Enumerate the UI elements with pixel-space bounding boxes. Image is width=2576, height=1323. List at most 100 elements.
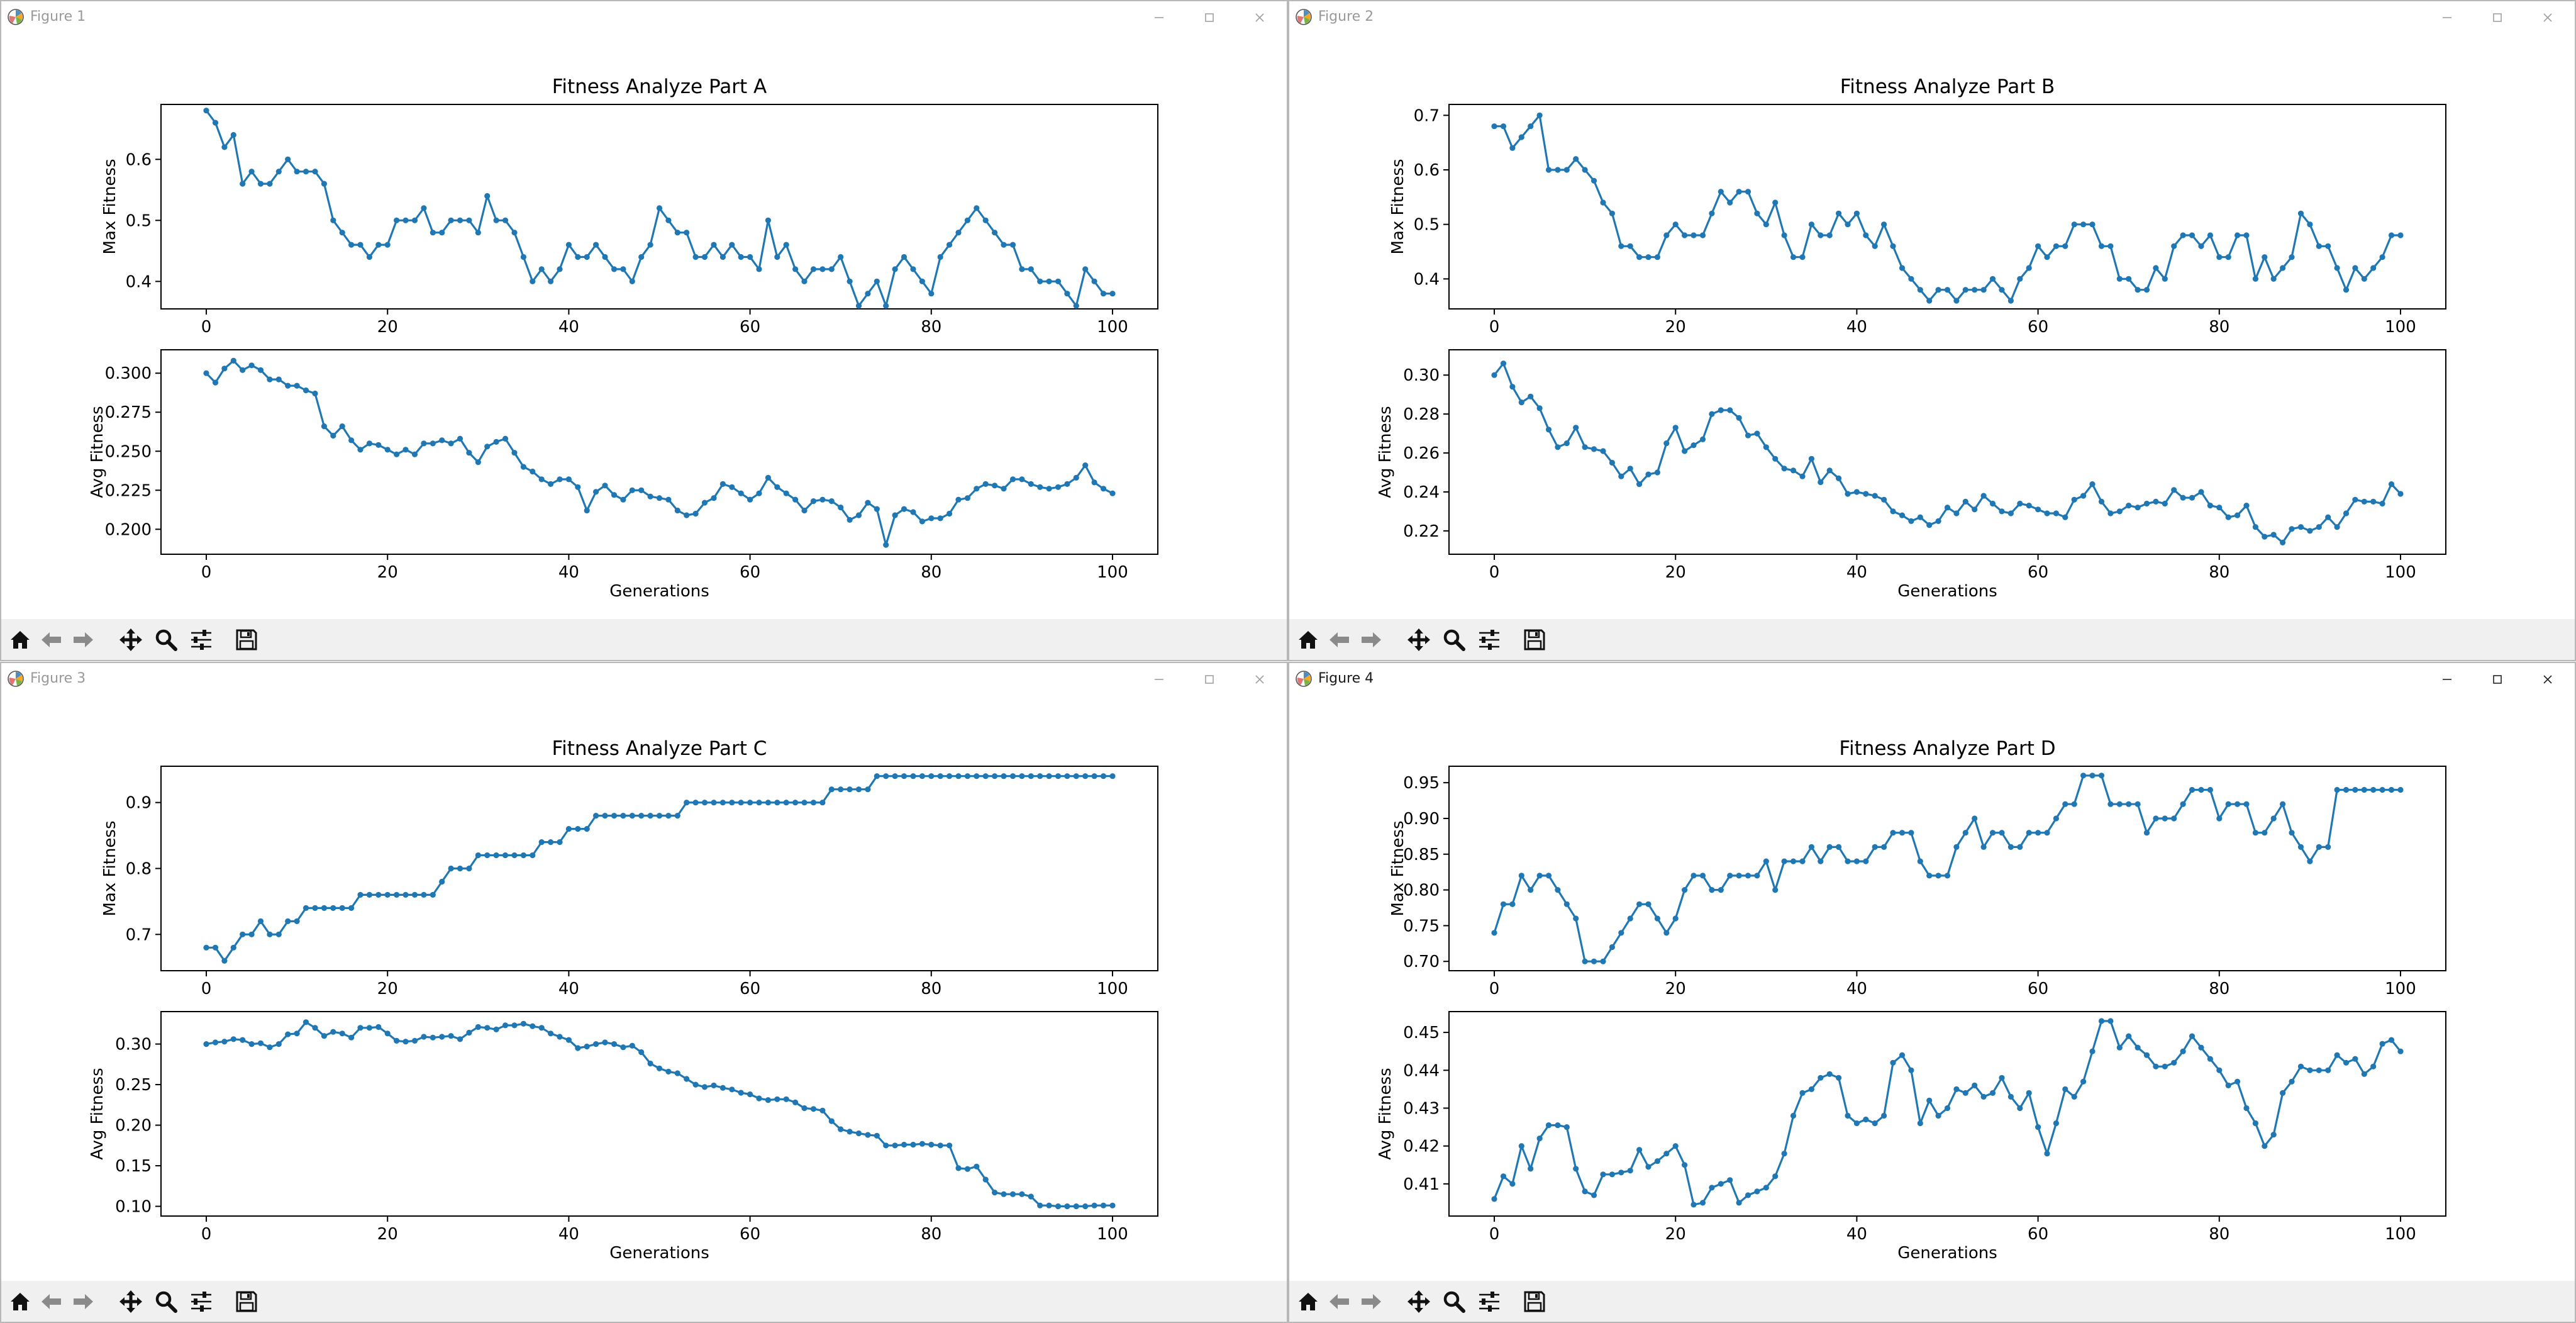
data-point [2017, 276, 2023, 282]
configure-subplots-button[interactable] [1474, 625, 1504, 655]
data-point [2017, 844, 2023, 850]
maximize-button[interactable] [2475, 0, 2519, 35]
minimize-button[interactable] [2425, 662, 2469, 697]
data-point [937, 254, 943, 260]
back-button[interactable] [1324, 1287, 1355, 1317]
figure-canvas[interactable]: Fitness Analyze Part B 0 20 40 60 80 100 0.4 0.5… [1288, 35, 2576, 619]
back-button[interactable] [1324, 625, 1355, 655]
save-button[interactable] [1519, 1287, 1550, 1317]
data-point [312, 169, 318, 175]
zoom-button[interactable] [151, 1287, 181, 1317]
minimize-button[interactable] [2425, 0, 2469, 35]
back-button[interactable] [36, 1287, 67, 1317]
data-point [520, 852, 527, 859]
pan-icon [1407, 1290, 1430, 1313]
data-point [230, 131, 236, 138]
forward-button[interactable] [68, 1287, 98, 1317]
data-point [1980, 287, 1987, 293]
minimize-button[interactable] [1137, 0, 1181, 35]
data-point [2035, 1124, 2041, 1130]
save-button[interactable] [231, 1287, 262, 1317]
data-point [312, 1025, 318, 1031]
y-tick-label: 0.22 [1403, 522, 1440, 541]
data-point [538, 266, 545, 272]
y-tick-label: 0.75 [1403, 917, 1440, 935]
pan-button[interactable] [1404, 1287, 1434, 1317]
x-axis-label: Generations [1897, 582, 1997, 601]
data-point [1953, 298, 1960, 304]
data-point [1091, 773, 1097, 779]
data-point [1037, 278, 1043, 284]
home-button[interactable] [5, 1287, 35, 1317]
zoom-button[interactable] [151, 625, 181, 655]
data-point [421, 440, 427, 447]
pan-button[interactable] [1404, 625, 1434, 655]
data-point [2235, 1078, 2241, 1085]
maximize-button[interactable] [1187, 0, 1231, 35]
data-point [593, 1041, 599, 1047]
data-point [1627, 466, 1633, 472]
pan-button[interactable] [116, 1287, 146, 1317]
data-point [1763, 858, 1769, 864]
data-point [2153, 498, 2159, 505]
data-point [2325, 243, 2331, 249]
back-arrow-icon [1330, 632, 1349, 647]
configure-subplots-button[interactable] [186, 1287, 216, 1317]
figure-canvas[interactable]: Fitness Analyze Part A 0 20 40 60 80 100 0.4 0.5… [0, 35, 1288, 619]
data-point [955, 1165, 962, 1171]
configure-subplots-button[interactable] [1474, 1287, 1504, 1317]
data-point [982, 217, 989, 223]
configure-subplots-button[interactable] [186, 625, 216, 655]
data-point [1863, 491, 1869, 497]
data-point [1935, 873, 1941, 879]
forward-button[interactable] [1356, 625, 1386, 655]
data-point [2216, 815, 2223, 822]
title-bar[interactable]: Figure 2 [1288, 0, 2576, 35]
zoom-button[interactable] [1439, 1287, 1469, 1317]
data-point [1618, 473, 1624, 479]
data-point [810, 498, 817, 505]
close-button[interactable] [1238, 662, 1282, 697]
data-point [2225, 514, 2231, 520]
y-axis-label: Max Fitness [101, 159, 119, 254]
save-button[interactable] [1519, 625, 1550, 655]
series-line [205, 359, 1113, 546]
close-button[interactable] [2526, 0, 2570, 35]
title-bar[interactable]: Figure 1 [0, 0, 1288, 35]
data-point [2198, 786, 2204, 793]
data-point [1718, 887, 1724, 893]
home-button[interactable] [1293, 625, 1323, 655]
figure-canvas[interactable]: Fitness Analyze Part D 0 20 40 60 80 100 0.70 0.… [1288, 697, 2576, 1281]
data-point [2080, 221, 2087, 228]
title-bar[interactable]: Figure 4 [1288, 662, 2576, 697]
forward-button[interactable] [68, 625, 98, 655]
close-button[interactable] [1238, 0, 1282, 35]
data-point [1790, 1112, 1797, 1119]
save-button[interactable] [231, 625, 262, 655]
x-tick-label: 80 [2209, 1225, 2229, 1244]
data-point [2325, 844, 2331, 850]
zoom-button[interactable] [1439, 625, 1469, 655]
back-button[interactable] [36, 625, 67, 655]
minimize-button[interactable] [1137, 662, 1181, 697]
data-point [402, 1039, 409, 1045]
home-button[interactable] [1293, 1287, 1323, 1317]
data-point [892, 266, 898, 272]
figure-canvas[interactable]: Fitness Analyze Part C 0 20 40 60 80 100 0.7 0.8… [0, 697, 1288, 1281]
y-tick-label: 0.7 [126, 925, 152, 944]
data-point [2379, 786, 2385, 793]
maximize-button[interactable] [2475, 662, 2519, 697]
pan-button[interactable] [116, 625, 146, 655]
close-button[interactable] [2526, 662, 2570, 697]
data-point [2307, 528, 2313, 534]
maximize-button[interactable] [1187, 662, 1231, 697]
chart-title: Fitness Analyze Part A [552, 75, 767, 98]
title-bar[interactable]: Figure 3 [0, 662, 1288, 697]
x-tick-label: 0 [201, 318, 212, 337]
data-point [901, 254, 908, 260]
data-point [2026, 503, 2032, 509]
forward-button[interactable] [1356, 1287, 1386, 1317]
data-point [2252, 830, 2258, 836]
home-button[interactable] [5, 625, 35, 655]
data-point [2180, 801, 2186, 807]
